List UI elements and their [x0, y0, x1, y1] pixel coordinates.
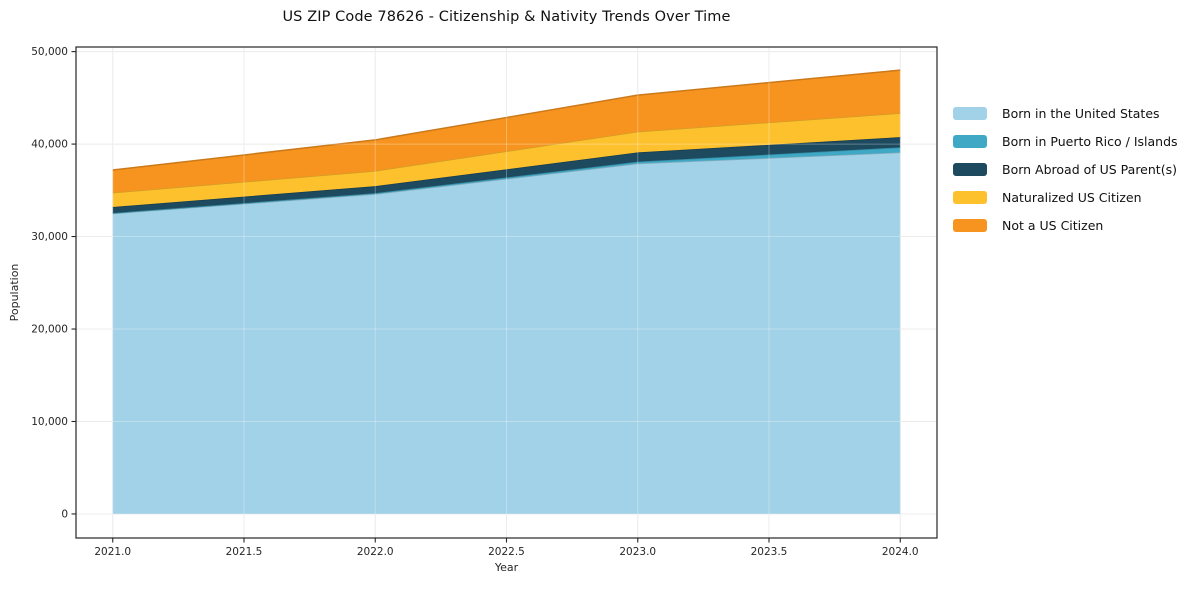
legend-swatch: [953, 191, 987, 204]
legend-label: Born in the United States: [1002, 106, 1160, 121]
area-series-naturalized-us-citizen: [112, 113, 901, 207]
legend-label: Born Abroad of US Parent(s): [1002, 162, 1177, 177]
area-series-born-in-the-united-states: [112, 152, 901, 514]
legend-swatch: [953, 163, 987, 176]
y-tick-label: 40,000: [31, 139, 68, 151]
legend-label: Born in Puerto Rico / Islands: [1002, 134, 1178, 149]
area-series-not-a-us-citizen: [112, 70, 901, 193]
y-tick-label: 0: [61, 509, 68, 521]
x-tick-label: 2022.5: [488, 546, 525, 558]
x-tick-label: 2021.0: [94, 546, 131, 558]
y-tick-label: 30,000: [31, 231, 68, 243]
x-tick-label: 2021.5: [226, 546, 263, 558]
area-series-born-abroad-of-us-parent-s: [112, 137, 901, 213]
x-tick-label: 2023.5: [751, 546, 788, 558]
y-tick-label: 20,000: [31, 324, 68, 336]
legend-swatch: [953, 219, 987, 232]
legend-label: Not a US Citizen: [1002, 218, 1104, 233]
y-tick-label: 50,000: [31, 46, 68, 58]
x-axis-label: Year: [494, 561, 519, 574]
legend-item: Not a US Citizen: [953, 215, 1178, 236]
x-tick-label: 2023.0: [619, 546, 656, 558]
legend-label: Naturalized US Citizen: [1002, 190, 1142, 205]
legend-swatch: [953, 135, 987, 148]
x-tick-label: 2024.0: [882, 546, 919, 558]
legend-item: Born Abroad of US Parent(s): [953, 159, 1178, 180]
legend-item: Naturalized US Citizen: [953, 187, 1178, 208]
legend-item: Born in the United States: [953, 103, 1178, 124]
legend: Born in the United States Born in Puerto …: [953, 103, 1178, 236]
area-series-born-in-puerto-rico-islands: [112, 147, 901, 214]
legend-item: Born in Puerto Rico / Islands: [953, 131, 1178, 152]
y-tick-label: 10,000: [31, 416, 68, 428]
legend-swatch: [953, 107, 987, 120]
x-tick-label: 2022.0: [357, 546, 394, 558]
area-edge-not-a-us-citizen: [112, 69, 901, 171]
y-axis-label: Population: [8, 264, 21, 322]
chart-title: US ZIP Code 78626 - Citizenship & Nativi…: [282, 9, 731, 25]
